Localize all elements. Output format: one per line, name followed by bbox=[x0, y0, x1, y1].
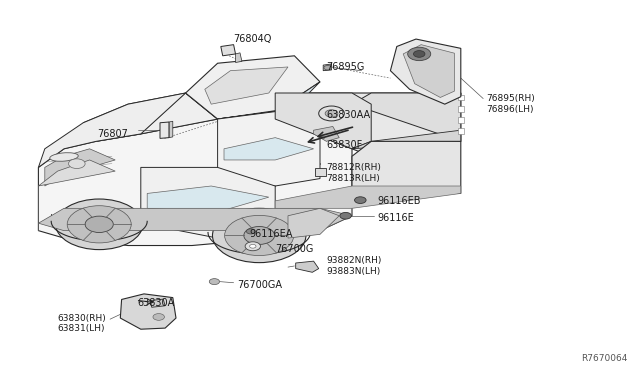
Polygon shape bbox=[315, 168, 326, 176]
Text: 76807: 76807 bbox=[97, 129, 128, 139]
Polygon shape bbox=[186, 56, 320, 119]
Text: 78812R(RH)
78813R(LH): 78812R(RH) 78813R(LH) bbox=[326, 163, 381, 183]
Polygon shape bbox=[403, 45, 454, 97]
Polygon shape bbox=[352, 130, 461, 149]
Polygon shape bbox=[275, 186, 461, 208]
Polygon shape bbox=[458, 117, 464, 123]
Polygon shape bbox=[120, 294, 176, 329]
Circle shape bbox=[244, 227, 275, 244]
Text: 76700G: 76700G bbox=[275, 244, 314, 254]
Polygon shape bbox=[160, 122, 169, 138]
Circle shape bbox=[355, 197, 366, 203]
Polygon shape bbox=[458, 106, 464, 112]
Text: 63830AA: 63830AA bbox=[326, 110, 371, 120]
Polygon shape bbox=[314, 126, 339, 141]
Text: 63830A: 63830A bbox=[138, 298, 175, 308]
Polygon shape bbox=[236, 53, 242, 62]
Polygon shape bbox=[275, 93, 371, 149]
Polygon shape bbox=[38, 160, 115, 231]
Circle shape bbox=[56, 199, 143, 250]
Text: 96116EB: 96116EB bbox=[378, 196, 421, 206]
Polygon shape bbox=[218, 82, 320, 119]
Polygon shape bbox=[323, 64, 332, 71]
Circle shape bbox=[212, 208, 306, 263]
Text: 76895(RH)
76896(LH): 76895(RH) 76896(LH) bbox=[486, 94, 535, 114]
Text: 63830(RH)
63831(LH): 63830(RH) 63831(LH) bbox=[58, 314, 106, 333]
Circle shape bbox=[85, 216, 113, 232]
Polygon shape bbox=[296, 261, 319, 272]
Circle shape bbox=[246, 229, 255, 234]
Circle shape bbox=[250, 244, 256, 248]
Circle shape bbox=[324, 65, 332, 70]
Text: 63830F: 63830F bbox=[326, 140, 363, 150]
Polygon shape bbox=[224, 138, 314, 160]
Polygon shape bbox=[141, 167, 275, 238]
Circle shape bbox=[209, 279, 220, 285]
Text: 93882N(RH)
93883N(LH): 93882N(RH) 93883N(LH) bbox=[326, 256, 382, 276]
Circle shape bbox=[225, 215, 294, 256]
Circle shape bbox=[340, 212, 351, 219]
Circle shape bbox=[319, 106, 344, 121]
Polygon shape bbox=[352, 141, 461, 193]
Circle shape bbox=[153, 314, 164, 320]
Circle shape bbox=[245, 242, 260, 251]
Polygon shape bbox=[147, 186, 269, 212]
Circle shape bbox=[67, 206, 131, 243]
Polygon shape bbox=[38, 208, 352, 231]
Polygon shape bbox=[45, 149, 115, 186]
Text: 76895G: 76895G bbox=[326, 62, 365, 72]
Polygon shape bbox=[221, 45, 236, 56]
Polygon shape bbox=[390, 39, 461, 104]
Polygon shape bbox=[205, 67, 288, 104]
Ellipse shape bbox=[50, 153, 78, 161]
Circle shape bbox=[413, 51, 425, 57]
Polygon shape bbox=[38, 119, 352, 246]
Polygon shape bbox=[352, 93, 461, 141]
Text: 76804Q: 76804Q bbox=[234, 34, 272, 44]
Polygon shape bbox=[458, 95, 464, 100]
Text: 76700GA: 76700GA bbox=[237, 280, 282, 289]
Circle shape bbox=[325, 110, 338, 117]
Polygon shape bbox=[275, 93, 461, 156]
Circle shape bbox=[408, 47, 431, 61]
Text: R7670064: R7670064 bbox=[581, 354, 627, 363]
Polygon shape bbox=[38, 93, 186, 167]
Polygon shape bbox=[218, 112, 320, 186]
Polygon shape bbox=[458, 128, 464, 134]
Text: 96116EA: 96116EA bbox=[250, 230, 293, 239]
Polygon shape bbox=[83, 93, 218, 141]
Polygon shape bbox=[169, 121, 173, 138]
Circle shape bbox=[68, 159, 85, 169]
Polygon shape bbox=[288, 208, 339, 238]
Text: 96116E: 96116E bbox=[378, 213, 414, 222]
Polygon shape bbox=[150, 299, 165, 307]
